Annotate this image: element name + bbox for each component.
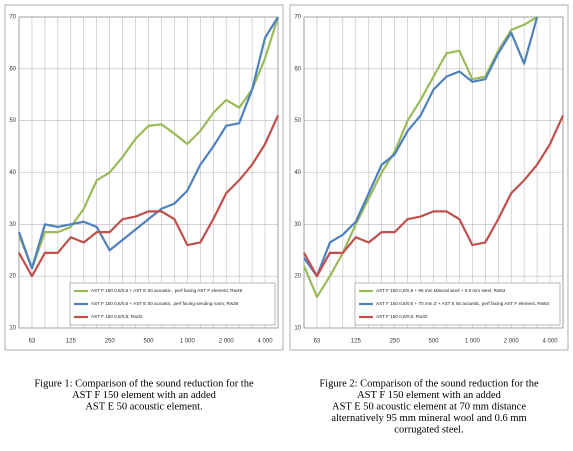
y-tick-label: 70 xyxy=(9,15,16,21)
x-tick-label: 500 xyxy=(143,339,154,345)
y-tick-label: 20 xyxy=(294,274,301,280)
y-tick-label: 40 xyxy=(9,170,16,176)
x-tick-label: 2 000 xyxy=(219,339,235,345)
x-tick-label: 1 000 xyxy=(465,339,481,345)
caption-line: alternatively 95 mm mineral wool and 0.6… xyxy=(331,413,526,424)
legend-label: AST F 150 0,6/0,6, Rw32 xyxy=(376,314,428,319)
x-tick-label: 125 xyxy=(351,339,362,345)
y-tick-label: 70 xyxy=(294,15,301,21)
y-tick-label: 60 xyxy=(294,66,301,72)
x-tick-label: 500 xyxy=(428,339,439,345)
y-tick-label: 60 xyxy=(9,66,16,72)
x-tick-label: 250 xyxy=(105,339,116,345)
caption-line: AST E 50 acoustic element. xyxy=(85,401,202,412)
y-tick-label: 20 xyxy=(9,274,16,280)
series-line xyxy=(303,115,565,278)
x-tick-label: 4 000 xyxy=(543,339,559,345)
legend-label: AST F 150 0,6/0,6 + AST E 50 acoustic, p… xyxy=(91,301,239,306)
y-tick-label: 30 xyxy=(294,222,301,228)
y-tick-label: 10 xyxy=(9,326,16,332)
x-tick-label: 4 000 xyxy=(258,339,274,345)
series-line xyxy=(17,16,279,270)
y-tick-label: 50 xyxy=(9,118,16,124)
series-line xyxy=(18,115,280,278)
plot-area xyxy=(18,16,279,329)
caption-line: AST F 150 element with an added xyxy=(357,390,502,401)
caption-line: Figure 2: Comparison of the sound reduct… xyxy=(319,378,539,389)
x-tick-label: 63 xyxy=(314,339,321,345)
caption-line: AST E 50 acoustic element at 70 mm dista… xyxy=(332,401,526,412)
y-tick-label: 50 xyxy=(294,118,301,124)
caption-line: AST F 150 element with an added xyxy=(72,390,217,401)
legend-label: AST F 150 0,6/0,6 + 95 mm Mineral wool +… xyxy=(376,288,506,293)
x-tick-label: 2 000 xyxy=(504,339,520,345)
series-line xyxy=(303,16,539,278)
x-tick-label: 1 000 xyxy=(180,339,196,345)
legend-label: AST F 150 0,6/0,6, Rw32 xyxy=(91,314,143,319)
y-tick-label: 30 xyxy=(9,222,16,228)
legend-label: AST F 150 0,6/0,6 + AST E 50 acoustic , … xyxy=(91,288,242,293)
legend-box xyxy=(69,282,276,326)
caption-line: Figure 1: Comparison of the sound reduct… xyxy=(34,378,254,389)
x-tick-label: 125 xyxy=(66,339,77,345)
y-tick-label: 40 xyxy=(294,170,301,176)
caption-line: corrugated steel. xyxy=(394,424,463,435)
plot-area xyxy=(303,16,564,329)
x-tick-label: 63 xyxy=(29,339,36,345)
y-tick-label: 10 xyxy=(294,326,301,332)
series-line xyxy=(17,16,280,270)
x-tick-label: 250 xyxy=(390,339,401,345)
legend-box xyxy=(354,282,561,326)
legend-label: AST F 150 0,6/0,6 + 70 mm Z + AST E 50 a… xyxy=(376,301,550,306)
